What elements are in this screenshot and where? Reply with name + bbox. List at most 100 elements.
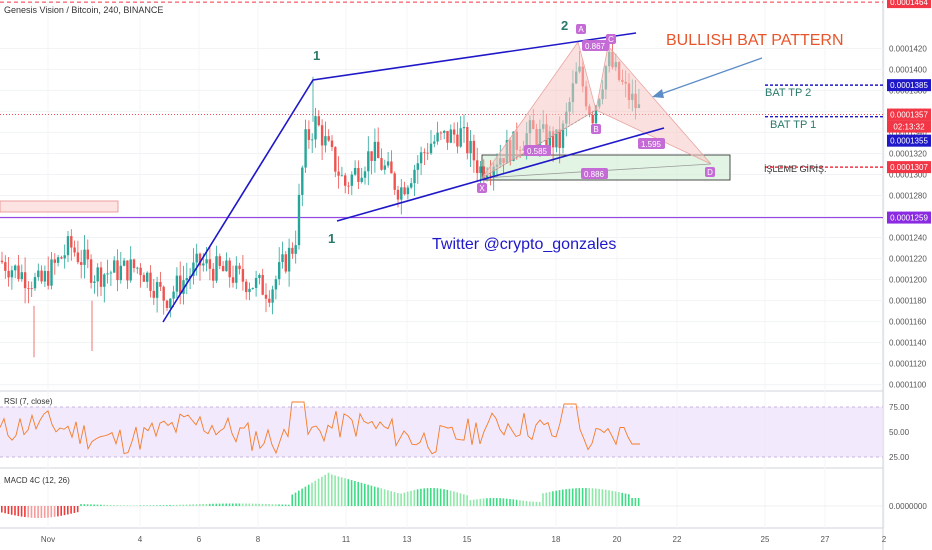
candle-body xyxy=(347,185,350,187)
candle-body xyxy=(281,254,284,263)
macd-bar xyxy=(476,499,478,506)
macd-bar xyxy=(618,492,620,506)
candle-body xyxy=(212,268,215,281)
candle-body xyxy=(126,260,129,281)
macd-bar xyxy=(109,505,112,506)
candle-body xyxy=(386,161,390,166)
macd-bar xyxy=(608,490,610,506)
price-tag-text: 0.0001307 xyxy=(890,163,928,172)
candle-body xyxy=(129,259,132,281)
macd-bar xyxy=(525,501,528,506)
macd-bar xyxy=(278,504,280,506)
macd-bar xyxy=(258,503,260,506)
macd-bar xyxy=(565,489,567,506)
macd-bar xyxy=(20,506,23,517)
candle-body xyxy=(235,265,238,283)
price-tick-label: 0.0001180 xyxy=(889,297,927,306)
macd-bar xyxy=(403,492,406,506)
candle-body xyxy=(17,265,20,280)
macd-bar xyxy=(344,478,346,506)
svg-text:1.595: 1.595 xyxy=(641,140,662,149)
wave-1-bottom-label: 1 xyxy=(328,231,335,246)
price-tick-label: 0.0001220 xyxy=(889,255,927,264)
macd-bar xyxy=(136,505,138,506)
time-tick-label: Nov xyxy=(41,535,55,544)
candle-body xyxy=(479,166,482,174)
macd-bar xyxy=(337,476,340,506)
tp1-label: BAT TP 1 xyxy=(770,119,816,131)
macd-bar xyxy=(175,504,178,506)
macd-bar xyxy=(350,480,353,506)
candle-body xyxy=(340,175,344,177)
candle-body xyxy=(50,259,53,286)
macd-bar xyxy=(238,503,241,506)
svg-text:D: D xyxy=(707,168,713,177)
macd-bar xyxy=(601,489,604,506)
candle-body xyxy=(10,270,14,278)
time-tick-label: 6 xyxy=(197,535,202,544)
candle-body xyxy=(20,272,23,280)
candle-body xyxy=(205,259,208,264)
macd-bar xyxy=(149,505,152,506)
macd-bar xyxy=(123,505,125,506)
macd-bar xyxy=(100,504,102,506)
macd-bar xyxy=(17,506,20,517)
candle-body xyxy=(370,151,373,161)
macd-bar xyxy=(482,498,485,506)
candle-body xyxy=(459,128,462,147)
time-tick-label: 13 xyxy=(403,535,412,544)
candle-body xyxy=(149,272,152,291)
candle-body xyxy=(60,257,63,259)
candle-body xyxy=(287,247,291,272)
candle-body xyxy=(284,254,287,272)
macd-bar xyxy=(86,504,89,506)
candle-body xyxy=(63,255,66,259)
macd-bar xyxy=(492,498,495,506)
macd-bar xyxy=(393,492,396,506)
macd-bar xyxy=(532,501,534,506)
macd-bar xyxy=(512,499,515,506)
price-tick-label: 0.0001300 xyxy=(889,170,927,179)
macd-bar xyxy=(172,504,175,506)
candle-body xyxy=(162,286,165,301)
macd-bar xyxy=(575,488,577,506)
candle-body xyxy=(337,171,340,176)
macd-bar xyxy=(591,488,594,506)
macd-bar xyxy=(218,503,221,506)
macd-bar xyxy=(486,498,488,506)
candle-body xyxy=(423,152,426,154)
candle-body xyxy=(271,289,274,303)
candle-body xyxy=(278,262,281,280)
candle-body xyxy=(254,278,258,288)
price-tag-bg xyxy=(887,108,931,121)
macd-bar xyxy=(387,490,389,506)
price-tick-label: 0.0001120 xyxy=(889,360,927,369)
candle-body xyxy=(245,281,248,293)
price-tick-label: 0.0001340 xyxy=(889,128,927,137)
candle-body xyxy=(264,294,268,299)
candle-body xyxy=(367,151,370,172)
candle-body xyxy=(89,259,93,283)
macd-bar xyxy=(53,506,56,517)
macd-bar xyxy=(383,489,386,506)
macd-bar xyxy=(631,498,633,506)
macd-bar xyxy=(542,493,544,506)
candle-body xyxy=(297,194,301,246)
macd-bar xyxy=(360,482,363,506)
price-tick-label: 0.0001400 xyxy=(889,65,927,74)
candle-body xyxy=(66,236,70,256)
candle-body xyxy=(159,282,162,287)
macd-bar xyxy=(301,488,303,506)
candle-body xyxy=(485,175,489,178)
candle-body xyxy=(482,166,485,178)
macd-bar xyxy=(288,504,290,506)
macd-bar xyxy=(271,504,274,506)
macd-bar xyxy=(370,485,373,506)
macd-bar xyxy=(420,488,422,506)
candle-body xyxy=(472,140,476,161)
candle-body xyxy=(258,274,261,279)
annotation-arrow xyxy=(657,57,763,96)
price-tag: 0.0001464 xyxy=(887,0,931,9)
candle-body xyxy=(344,175,347,186)
candle-body xyxy=(433,141,436,144)
